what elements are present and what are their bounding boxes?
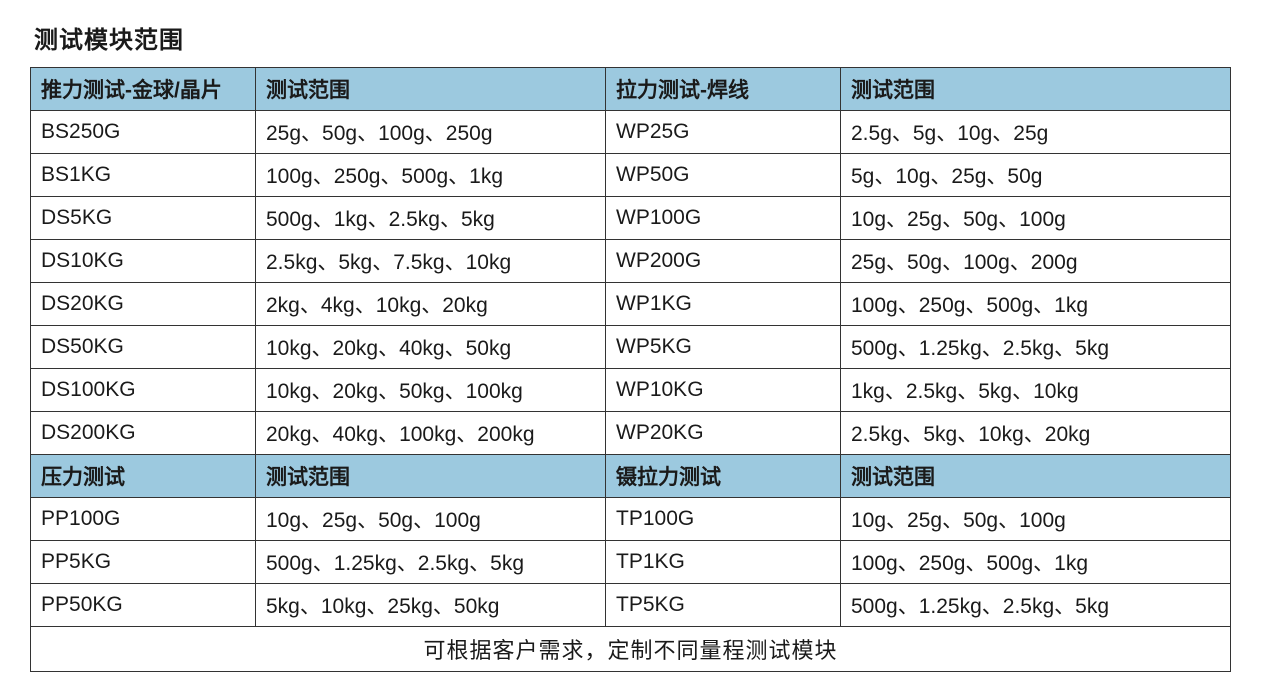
page-title: 测试模块范围 <box>34 20 1239 55</box>
cell-range: 100g、250g、500g、1kg <box>841 541 1231 584</box>
cell-range: 2.5kg、5kg、10kg、20kg <box>841 412 1231 455</box>
cell-range: 10kg、20kg、40kg、50kg <box>256 326 606 369</box>
table-row: DS100KG 10kg、20kg、50kg、100kg WP10KG 1kg、… <box>31 369 1231 412</box>
table-row: DS200KG 20kg、40kg、100kg、200kg WP20KG 2.5… <box>31 412 1231 455</box>
header-pull-range: 测试范围 <box>841 68 1231 111</box>
cell-range: 500g、1kg、2.5kg、5kg <box>256 197 606 240</box>
cell-range: 500g、1.25kg、2.5kg、5kg <box>256 541 606 584</box>
cell-range: 500g、1.25kg、2.5kg、5kg <box>841 584 1231 627</box>
table-row: BS1KG 100g、250g、500g、1kg WP50G 5g、10g、25… <box>31 154 1231 197</box>
cell-range: 10g、25g、50g、100g <box>841 197 1231 240</box>
cell-range: 2.5g、5g、10g、25g <box>841 111 1231 154</box>
table-header-row: 推力测试-金球/晶片 测试范围 拉力测试-焊线 测试范围 <box>31 68 1231 111</box>
cell-model: WP200G <box>606 240 841 283</box>
cell-range: 5g、10g、25g、50g <box>841 154 1231 197</box>
cell-model: TP1KG <box>606 541 841 584</box>
cell-range: 500g、1.25kg、2.5kg、5kg <box>841 326 1231 369</box>
cell-model: WP20KG <box>606 412 841 455</box>
cell-range: 25g、50g、100g、200g <box>841 240 1231 283</box>
header-push-range: 测试范围 <box>256 68 606 111</box>
cell-range: 20kg、40kg、100kg、200kg <box>256 412 606 455</box>
cell-model: DS50KG <box>31 326 256 369</box>
cell-range: 10kg、20kg、50kg、100kg <box>256 369 606 412</box>
cell-range: 10g、25g、50g、100g <box>841 498 1231 541</box>
cell-model: WP100G <box>606 197 841 240</box>
table-row: DS20KG 2kg、4kg、10kg、20kg WP1KG 100g、250g… <box>31 283 1231 326</box>
test-module-table: 推力测试-金球/晶片 测试范围 拉力测试-焊线 测试范围 BS250G 25g、… <box>30 67 1231 672</box>
cell-model: DS200KG <box>31 412 256 455</box>
table-footer-row: 可根据客户需求，定制不同量程测试模块 <box>31 627 1231 672</box>
cell-model: DS100KG <box>31 369 256 412</box>
cell-range: 2kg、4kg、10kg、20kg <box>256 283 606 326</box>
cell-model: WP5KG <box>606 326 841 369</box>
cell-model: DS10KG <box>31 240 256 283</box>
cell-model: WP10KG <box>606 369 841 412</box>
cell-range: 100g、250g、500g、1kg <box>841 283 1231 326</box>
cell-range: 25g、50g、100g、250g <box>256 111 606 154</box>
header-tweezer-range: 测试范围 <box>841 455 1231 498</box>
table-row: DS10KG 2.5kg、5kg、7.5kg、10kg WP200G 25g、5… <box>31 240 1231 283</box>
table-row: PP5KG 500g、1.25kg、2.5kg、5kg TP1KG 100g、2… <box>31 541 1231 584</box>
cell-range: 2.5kg、5kg、7.5kg、10kg <box>256 240 606 283</box>
cell-model: PP50KG <box>31 584 256 627</box>
header-pull-test: 拉力测试-焊线 <box>606 68 841 111</box>
cell-model: DS20KG <box>31 283 256 326</box>
table-header-row: 压力测试 测试范围 镊拉力测试 测试范围 <box>31 455 1231 498</box>
cell-model: BS1KG <box>31 154 256 197</box>
cell-model: WP25G <box>606 111 841 154</box>
cell-model: WP50G <box>606 154 841 197</box>
table-row: DS5KG 500g、1kg、2.5kg、5kg WP100G 10g、25g、… <box>31 197 1231 240</box>
cell-model: WP1KG <box>606 283 841 326</box>
table-row: PP100G 10g、25g、50g、100g TP100G 10g、25g、5… <box>31 498 1231 541</box>
cell-range: 1kg、2.5kg、5kg、10kg <box>841 369 1231 412</box>
cell-model: BS250G <box>31 111 256 154</box>
table-row: DS50KG 10kg、20kg、40kg、50kg WP5KG 500g、1.… <box>31 326 1231 369</box>
header-tweezer-test: 镊拉力测试 <box>606 455 841 498</box>
cell-range: 10g、25g、50g、100g <box>256 498 606 541</box>
cell-model: PP5KG <box>31 541 256 584</box>
table-row: BS250G 25g、50g、100g、250g WP25G 2.5g、5g、1… <box>31 111 1231 154</box>
cell-range: 5kg、10kg、25kg、50kg <box>256 584 606 627</box>
cell-model: DS5KG <box>31 197 256 240</box>
table-row: PP50KG 5kg、10kg、25kg、50kg TP5KG 500g、1.2… <box>31 584 1231 627</box>
header-pressure-test: 压力测试 <box>31 455 256 498</box>
cell-model: TP5KG <box>606 584 841 627</box>
cell-model: TP100G <box>606 498 841 541</box>
header-push-test: 推力测试-金球/晶片 <box>31 68 256 111</box>
cell-range: 100g、250g、500g、1kg <box>256 154 606 197</box>
cell-model: PP100G <box>31 498 256 541</box>
header-pressure-range: 测试范围 <box>256 455 606 498</box>
footer-note: 可根据客户需求，定制不同量程测试模块 <box>31 627 1231 672</box>
